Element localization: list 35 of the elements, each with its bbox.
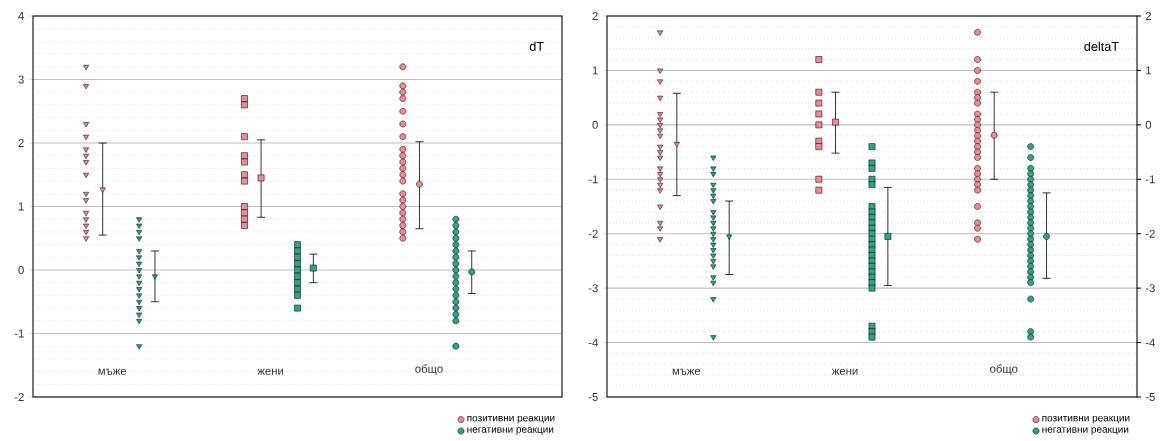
y-tick-label: -3: [588, 284, 598, 293]
legend-label: позитивни реакции: [1042, 415, 1130, 424]
text: deltaT: [1084, 41, 1119, 51]
x-tick-label: жени: [257, 368, 284, 375]
y2-tick-label: -2: [1145, 229, 1155, 238]
y-tick-label: 1: [592, 66, 598, 75]
x-tick-label: мъже: [98, 368, 127, 375]
y2-tick-label: -1: [1145, 175, 1155, 184]
y2-tick-label: -4: [1145, 338, 1156, 347]
y-tick-label: 2: [592, 12, 598, 20]
y-tick-label: -1: [14, 329, 24, 338]
y-tick-label: 4: [18, 12, 24, 20]
x-tick-label: общо: [415, 364, 443, 375]
legend-label: позитивни реакции: [467, 415, 555, 424]
y-tick-label: -4: [588, 338, 598, 347]
y-tick-label: 2: [18, 139, 24, 147]
y-tick-label: 0: [18, 265, 24, 274]
y-tick-label: -2: [588, 229, 598, 238]
y2-tick-label: 2: [1145, 12, 1151, 20]
y-tick-label: 0: [592, 120, 598, 129]
y2-tick-label: -5: [1145, 393, 1155, 401]
legend-label: негативни реакции: [467, 427, 554, 435]
x-tick-label: мъже: [672, 368, 701, 375]
y2-tick-label: 1: [1146, 66, 1152, 75]
x-tick-label: общо: [990, 364, 1018, 375]
y2-tick-label: 0: [1145, 120, 1152, 129]
y-tick-label: -5: [588, 393, 598, 401]
y-tick-label: -2: [14, 393, 24, 401]
legend-label: негативни реакции: [1042, 427, 1129, 435]
y-tick-label: 3: [18, 75, 24, 84]
y2-tick-label: -3: [1145, 284, 1155, 293]
text: dT: [529, 41, 544, 51]
y-tick-label: 1: [18, 202, 24, 211]
y-tick-label: -1: [588, 175, 598, 184]
x-tick-label: жени: [831, 368, 858, 375]
